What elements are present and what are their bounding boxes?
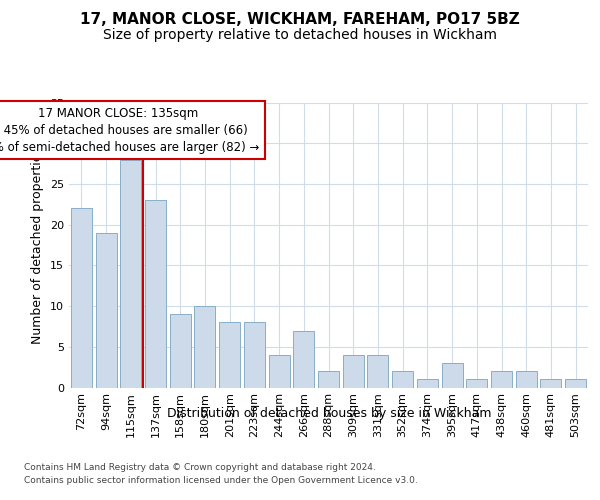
- Bar: [442, 363, 463, 388]
- Bar: [367, 355, 388, 388]
- Bar: [392, 371, 413, 388]
- Bar: [541, 380, 562, 388]
- Bar: [71, 208, 92, 388]
- Bar: [244, 322, 265, 388]
- Bar: [170, 314, 191, 388]
- Bar: [491, 371, 512, 388]
- Bar: [145, 200, 166, 388]
- Bar: [219, 322, 240, 388]
- Text: 17 MANOR CLOSE: 135sqm
← 45% of detached houses are smaller (66)
55% of semi-det: 17 MANOR CLOSE: 135sqm ← 45% of detached…: [0, 106, 259, 154]
- Bar: [293, 330, 314, 388]
- Y-axis label: Number of detached properties: Number of detached properties: [31, 146, 44, 344]
- Bar: [466, 380, 487, 388]
- Bar: [516, 371, 537, 388]
- Bar: [318, 371, 339, 388]
- Text: Size of property relative to detached houses in Wickham: Size of property relative to detached ho…: [103, 28, 497, 42]
- Text: Contains HM Land Registry data © Crown copyright and database right 2024.: Contains HM Land Registry data © Crown c…: [24, 462, 376, 471]
- Bar: [120, 160, 141, 388]
- Bar: [194, 306, 215, 388]
- Bar: [343, 355, 364, 388]
- Text: Contains public sector information licensed under the Open Government Licence v3: Contains public sector information licen…: [24, 476, 418, 485]
- Bar: [417, 380, 438, 388]
- Text: 17, MANOR CLOSE, WICKHAM, FAREHAM, PO17 5BZ: 17, MANOR CLOSE, WICKHAM, FAREHAM, PO17 …: [80, 12, 520, 28]
- Text: Distribution of detached houses by size in Wickham: Distribution of detached houses by size …: [167, 408, 491, 420]
- Bar: [269, 355, 290, 388]
- Bar: [565, 380, 586, 388]
- Bar: [95, 233, 116, 388]
